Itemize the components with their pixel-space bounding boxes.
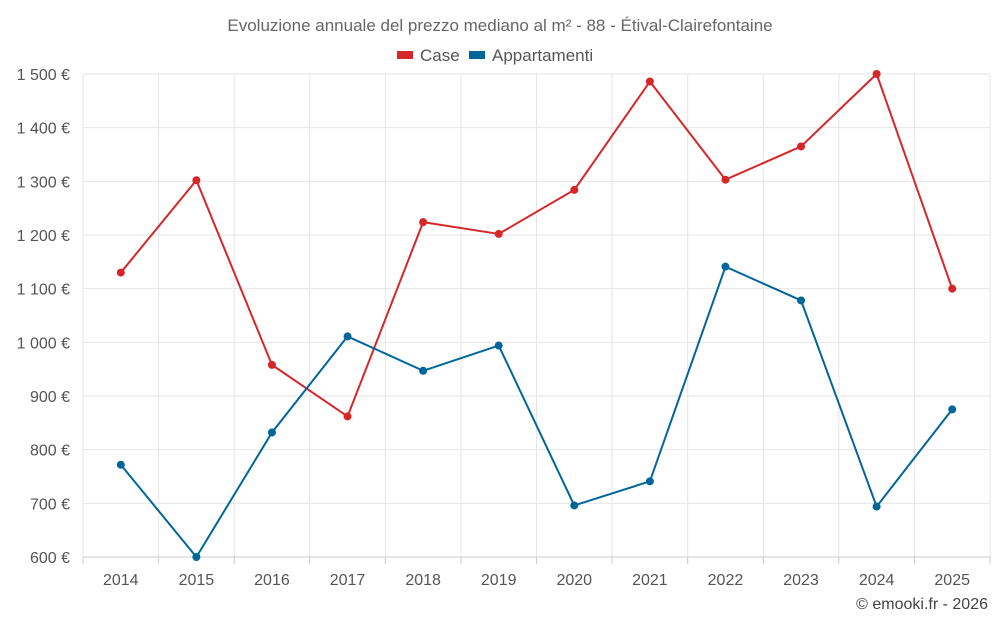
data-point-case[interactable] — [343, 412, 352, 421]
x-tick-label: 2019 — [481, 572, 517, 589]
y-tick-label: 1 500 € — [17, 67, 70, 84]
data-point-appartamenti[interactable] — [948, 405, 957, 414]
y-tick-label: 1 000 € — [17, 335, 70, 352]
legend-swatch — [469, 51, 485, 59]
legend-label: Appartamenti — [492, 46, 593, 65]
x-tick-label: 2020 — [556, 572, 592, 589]
y-tick-label: 1 200 € — [17, 228, 70, 245]
series-appartamenti — [116, 262, 957, 561]
x-tick-label: 2023 — [783, 572, 819, 589]
data-point-appartamenti[interactable] — [116, 460, 125, 469]
data-point-appartamenti[interactable] — [343, 332, 352, 341]
y-tick-label: 700 € — [30, 496, 70, 513]
data-point-appartamenti[interactable] — [645, 477, 654, 486]
data-point-appartamenti[interactable] — [570, 501, 579, 510]
data-point-case[interactable] — [721, 175, 730, 184]
data-point-appartamenti[interactable] — [419, 366, 428, 375]
axes: 600 € 700 € 800 € 900 € 1 000 € 1 100 € 1 200 … — [17, 67, 991, 589]
credit-text: © emooki.fr - 2026 — [856, 596, 988, 613]
x-tick-label: 2017 — [330, 572, 366, 589]
data-point-case[interactable] — [116, 268, 125, 277]
grid — [82, 73, 991, 558]
data-point-case[interactable] — [267, 360, 276, 369]
data-point-appartamenti[interactable] — [494, 341, 503, 350]
data-point-case[interactable] — [419, 218, 428, 227]
data-point-case[interactable] — [192, 176, 201, 185]
data-point-appartamenti[interactable] — [797, 296, 806, 305]
data-point-case[interactable] — [494, 229, 503, 238]
x-tick-label: 2024 — [859, 572, 895, 589]
x-tick-label: 2018 — [405, 572, 441, 589]
data-point-case[interactable] — [570, 185, 579, 194]
y-tick-label: 1 100 € — [17, 282, 70, 299]
data-point-appartamenti[interactable] — [721, 262, 730, 271]
y-tick-label: 600 € — [30, 550, 70, 567]
legend-item-appartamenti[interactable]: Appartamenti — [469, 46, 593, 65]
y-tick-label: 1 300 € — [17, 174, 70, 191]
data-point-appartamenti[interactable] — [872, 502, 881, 511]
chart-title: Evoluzione annuale del prezzo mediano al… — [227, 16, 772, 35]
x-tick-label: 2014 — [103, 572, 139, 589]
legend-label: Case — [420, 46, 460, 65]
x-tick-label: 2015 — [179, 572, 215, 589]
y-tick-label: 1 400 € — [17, 121, 70, 138]
series-line-appartamenti — [120, 265, 953, 558]
legend[interactable]: Case Appartamenti — [397, 46, 593, 65]
series-group — [116, 70, 957, 561]
series-line-case — [120, 73, 954, 418]
x-tick-label: 2025 — [934, 572, 970, 589]
legend-swatch — [397, 51, 413, 59]
y-tick-label: 900 € — [30, 389, 70, 406]
data-point-case[interactable] — [797, 142, 806, 151]
data-point-appartamenti[interactable] — [192, 553, 201, 561]
data-point-case[interactable] — [948, 284, 957, 293]
x-tick-label: 2016 — [254, 572, 290, 589]
series-case — [116, 70, 957, 421]
data-point-appartamenti[interactable] — [267, 428, 276, 437]
x-tick-label: 2022 — [708, 572, 744, 589]
x-tick-label: 2021 — [632, 572, 668, 589]
data-point-case[interactable] — [645, 77, 654, 86]
data-point-case[interactable] — [872, 70, 881, 78]
legend-item-case[interactable]: Case — [397, 46, 460, 65]
y-tick-label: 800 € — [30, 443, 70, 460]
